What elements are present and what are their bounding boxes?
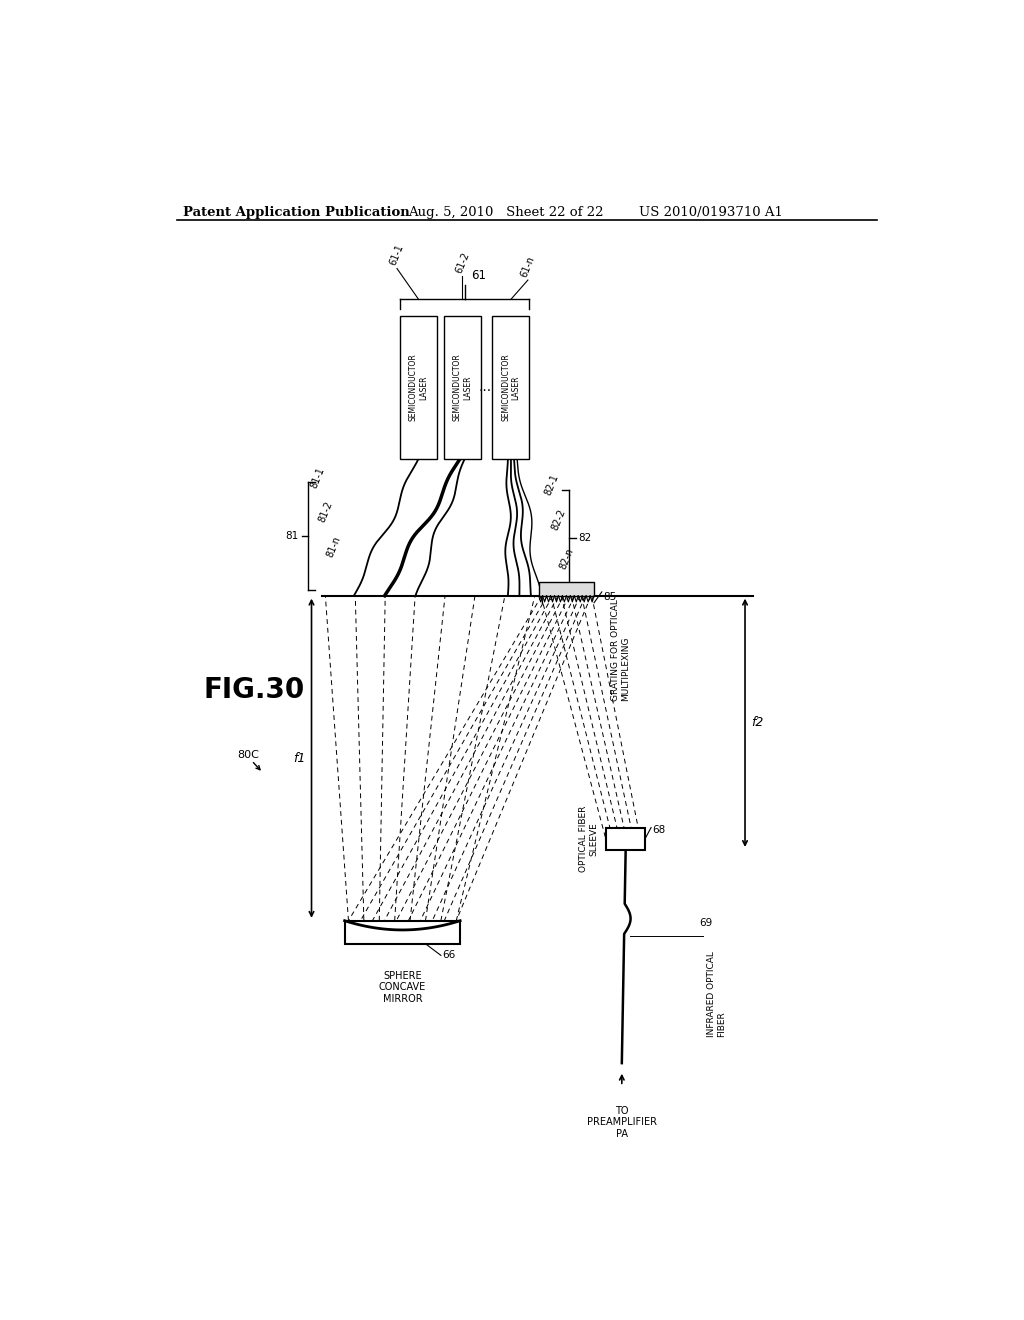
Text: 61-n: 61-n <box>519 255 537 279</box>
Text: Patent Application Publication: Patent Application Publication <box>183 206 410 219</box>
Text: 66: 66 <box>442 950 456 961</box>
Text: ...: ... <box>478 380 492 395</box>
Text: TO
PREAMPLIFIER
PA: TO PREAMPLIFIER PA <box>587 1106 656 1139</box>
Text: FIG.30: FIG.30 <box>204 676 305 704</box>
Text: SEMICONDUCTOR
LASER: SEMICONDUCTOR LASER <box>409 354 428 421</box>
Text: Aug. 5, 2010   Sheet 22 of 22: Aug. 5, 2010 Sheet 22 of 22 <box>408 206 603 219</box>
Text: 80C: 80C <box>237 750 259 760</box>
Text: f2: f2 <box>752 717 764 730</box>
Text: 68: 68 <box>652 825 666 836</box>
Text: GRATING FOR OPTICAL
MULTIPLEXING: GRATING FOR OPTICAL MULTIPLEXING <box>611 599 631 701</box>
Text: SEMICONDUCTOR
LASER: SEMICONDUCTOR LASER <box>501 354 520 421</box>
Bar <box>493 317 529 459</box>
Bar <box>345 921 460 944</box>
Text: 81-1: 81-1 <box>309 466 327 490</box>
Text: 82-1: 82-1 <box>543 473 560 498</box>
Text: 82: 82 <box>579 533 592 543</box>
Text: 81: 81 <box>285 531 298 541</box>
Text: 69: 69 <box>698 919 712 928</box>
Bar <box>444 317 481 459</box>
Text: 61-1: 61-1 <box>388 243 406 267</box>
Text: 61: 61 <box>471 268 486 281</box>
Text: US 2010/0193710 A1: US 2010/0193710 A1 <box>639 206 782 219</box>
Text: OPTICAL FIBER
SLEEVE: OPTICAL FIBER SLEEVE <box>580 807 599 873</box>
Text: INFRARED OPTICAL
FIBER: INFRARED OPTICAL FIBER <box>707 952 726 1038</box>
Text: SEMICONDUCTOR
LASER: SEMICONDUCTOR LASER <box>453 354 472 421</box>
Text: 61-2: 61-2 <box>454 251 471 275</box>
Text: 81-2: 81-2 <box>316 500 335 524</box>
Text: 81-n: 81-n <box>325 535 342 558</box>
Bar <box>539 582 594 595</box>
Text: 85: 85 <box>603 591 616 602</box>
Text: 82-n: 82-n <box>558 546 575 570</box>
Text: SPHERE
CONCAVE
MIRROR: SPHERE CONCAVE MIRROR <box>379 970 426 1005</box>
Bar <box>606 829 645 850</box>
Text: 82-2: 82-2 <box>550 508 567 532</box>
Bar <box>400 317 437 459</box>
Text: f1: f1 <box>293 751 305 764</box>
